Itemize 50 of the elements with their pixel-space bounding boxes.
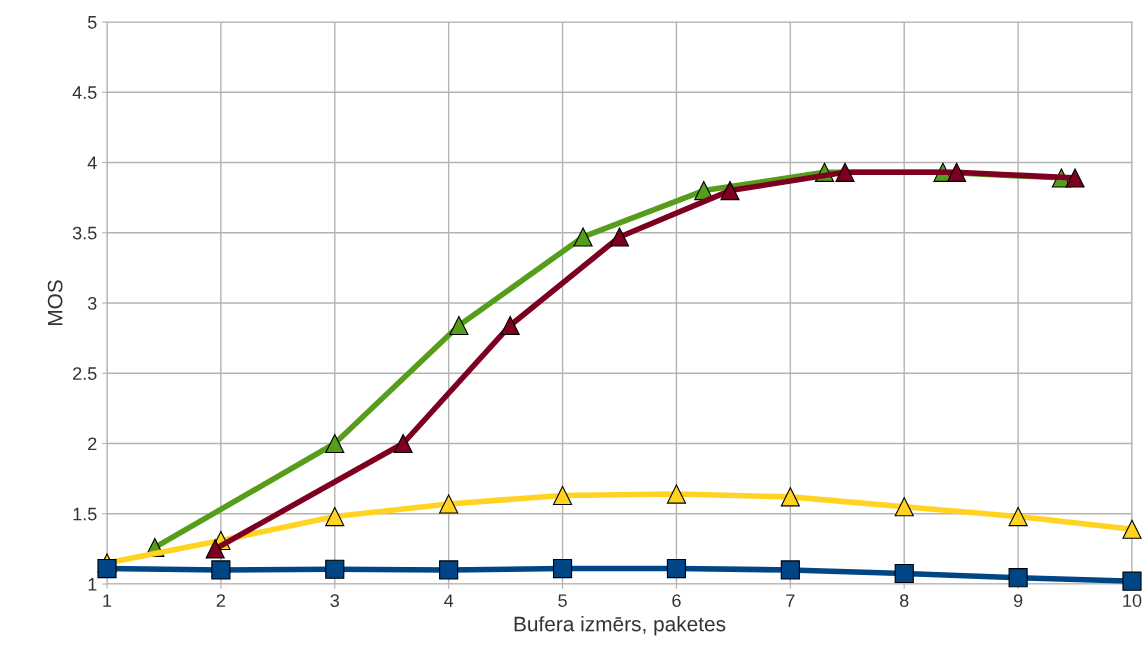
x-tick-label: 8 [899,594,909,607]
y-tick-label: 4.5 [72,86,97,99]
point [1122,519,1142,539]
y-tick-label: 2 [88,437,97,451]
x-tick-label: 3 [330,594,340,607]
x-axis-title: Bufera izmērs, paketes [514,616,726,636]
x-tick-label: 5 [558,594,567,607]
point [1065,168,1085,188]
x-tick-label: 2 [216,594,225,607]
point [500,315,520,336]
x-tick-label: 4 [444,594,454,607]
point [205,539,225,559]
point [211,560,231,580]
point [449,315,469,336]
y-tick-label: 1.5 [73,507,97,521]
point [1008,506,1028,527]
x-tick-label: 6 [672,594,681,607]
point [1122,571,1142,591]
point [1008,568,1028,588]
point [552,485,573,506]
point [393,433,413,454]
y-tick-label: 3 [87,296,97,310]
x-tick-label: 1 [103,594,112,607]
point [780,560,800,580]
x-tick-label: 10 [1123,594,1142,607]
point [573,227,593,247]
point [325,559,345,579]
y-tick-label: 4 [87,156,97,170]
y-tick-label: 5 [87,16,97,29]
point [947,162,967,182]
point [780,487,800,507]
x-tick-label: 9 [1013,594,1023,607]
point [552,558,573,579]
point [439,494,459,514]
point [894,497,914,517]
point [325,506,345,527]
point [609,227,630,247]
point [97,558,117,579]
point [439,560,459,580]
y-tick-label: 1 [88,578,97,591]
point [894,563,914,584]
y-tick-label: 2.5 [73,367,97,380]
point [325,433,345,454]
point [720,181,740,201]
y-tick-label: 3.5 [72,226,97,240]
y-axis-title: MOS [47,280,63,326]
point [666,484,687,504]
point [666,558,687,579]
point [835,162,855,182]
x-tick-label: 7 [786,594,795,607]
